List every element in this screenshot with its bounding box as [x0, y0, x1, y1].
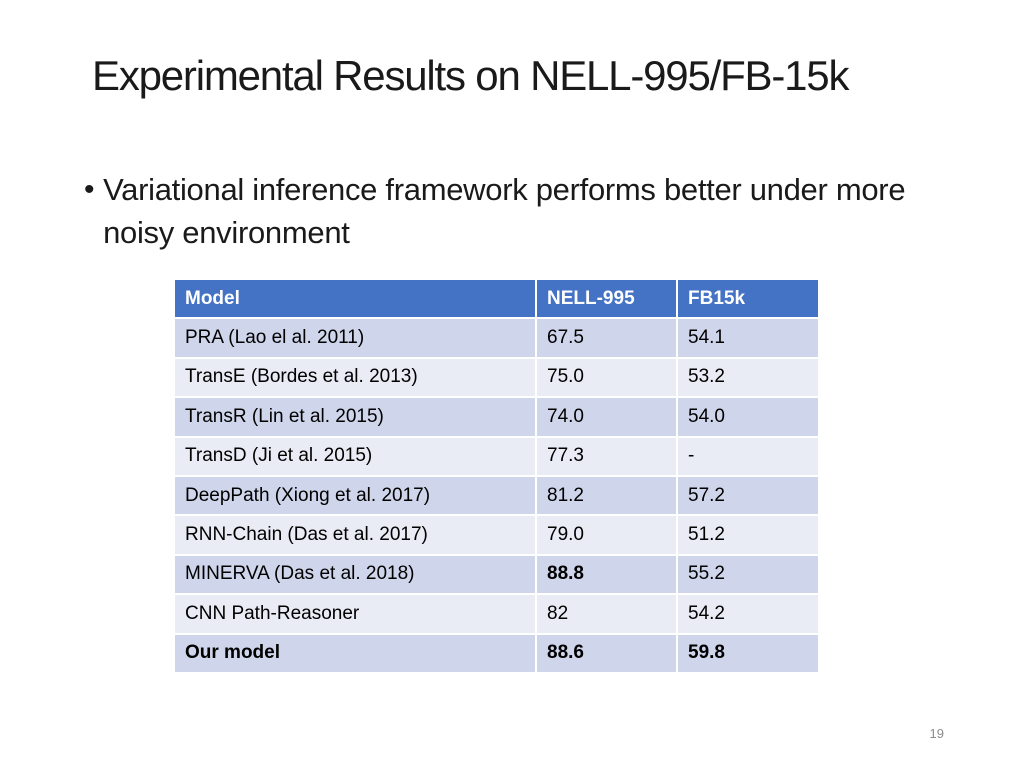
bullet-dot-icon: • — [84, 173, 95, 206]
cell-nell: 81.2 — [535, 474, 678, 517]
cell-nell: 74.0 — [535, 396, 678, 438]
cell-fb: 54.0 — [676, 396, 820, 438]
table-row: TransE (Bordes et al. 2013) 75.0 53.2 — [173, 356, 820, 399]
cell-fb: - — [676, 435, 820, 477]
table-row: DeepPath (Xiong et al. 2017) 81.2 57.2 — [173, 474, 820, 517]
cell-fb: 55.2 — [676, 553, 820, 596]
cell-model: TransD (Ji et al. 2015) — [173, 435, 537, 477]
slide-title: Experimental Results on NELL-995/FB-15k — [92, 52, 849, 99]
cell-fb: 54.2 — [676, 593, 820, 635]
cell-nell: 88.6 — [535, 632, 678, 674]
cell-nell: 77.3 — [535, 435, 678, 477]
cell-fb: 53.2 — [676, 356, 820, 399]
cell-fb: 57.2 — [676, 474, 820, 517]
cell-model: RNN-Chain (Das et al. 2017) — [173, 514, 537, 556]
header-nell-995: NELL-995 — [535, 277, 678, 320]
cell-model: Our model — [173, 632, 537, 674]
cell-nell: 75.0 — [535, 356, 678, 399]
cell-model: CNN Path-Reasoner — [173, 593, 537, 635]
page-number: 19 — [929, 726, 944, 741]
cell-nell: 82 — [535, 593, 678, 635]
cell-nell-best: 88.8 — [535, 553, 678, 596]
cell-model: TransR (Lin et al. 2015) — [173, 396, 537, 438]
table-row: MINERVA (Das et al. 2018) 88.8 55.2 — [173, 553, 820, 596]
table-row-our-model: Our model 88.6 59.8 — [173, 632, 820, 674]
cell-model: DeepPath (Xiong et al. 2017) — [173, 474, 537, 517]
cell-nell: 79.0 — [535, 514, 678, 556]
header-fb15k: FB15k — [676, 277, 820, 320]
cell-model: MINERVA (Das et al. 2018) — [173, 553, 537, 596]
table-header-row: Model NELL-995 FB15k — [173, 277, 820, 320]
bullet-text: Variational inference framework performs… — [103, 172, 906, 250]
cell-fb: 51.2 — [676, 514, 820, 556]
table-row: CNN Path-Reasoner 82 54.2 — [173, 593, 820, 635]
table-row: TransD (Ji et al. 2015) 77.3 - — [173, 435, 820, 477]
cell-model: PRA (Lao el al. 2011) — [173, 317, 537, 359]
header-model: Model — [173, 277, 537, 320]
cell-model: TransE (Bordes et al. 2013) — [173, 356, 537, 399]
table-row: PRA (Lao el al. 2011) 67.5 54.1 — [173, 317, 820, 359]
table-row: RNN-Chain (Das et al. 2017) 79.0 51.2 — [173, 514, 820, 556]
cell-fb-best: 59.8 — [676, 632, 820, 674]
results-table: Model NELL-995 FB15k PRA (Lao el al. 201… — [173, 277, 820, 674]
table-row: TransR (Lin et al. 2015) 74.0 54.0 — [173, 396, 820, 438]
cell-fb: 54.1 — [676, 317, 820, 359]
cell-nell: 67.5 — [535, 317, 678, 359]
bullet-point: • Variational inference framework perfor… — [84, 168, 944, 254]
